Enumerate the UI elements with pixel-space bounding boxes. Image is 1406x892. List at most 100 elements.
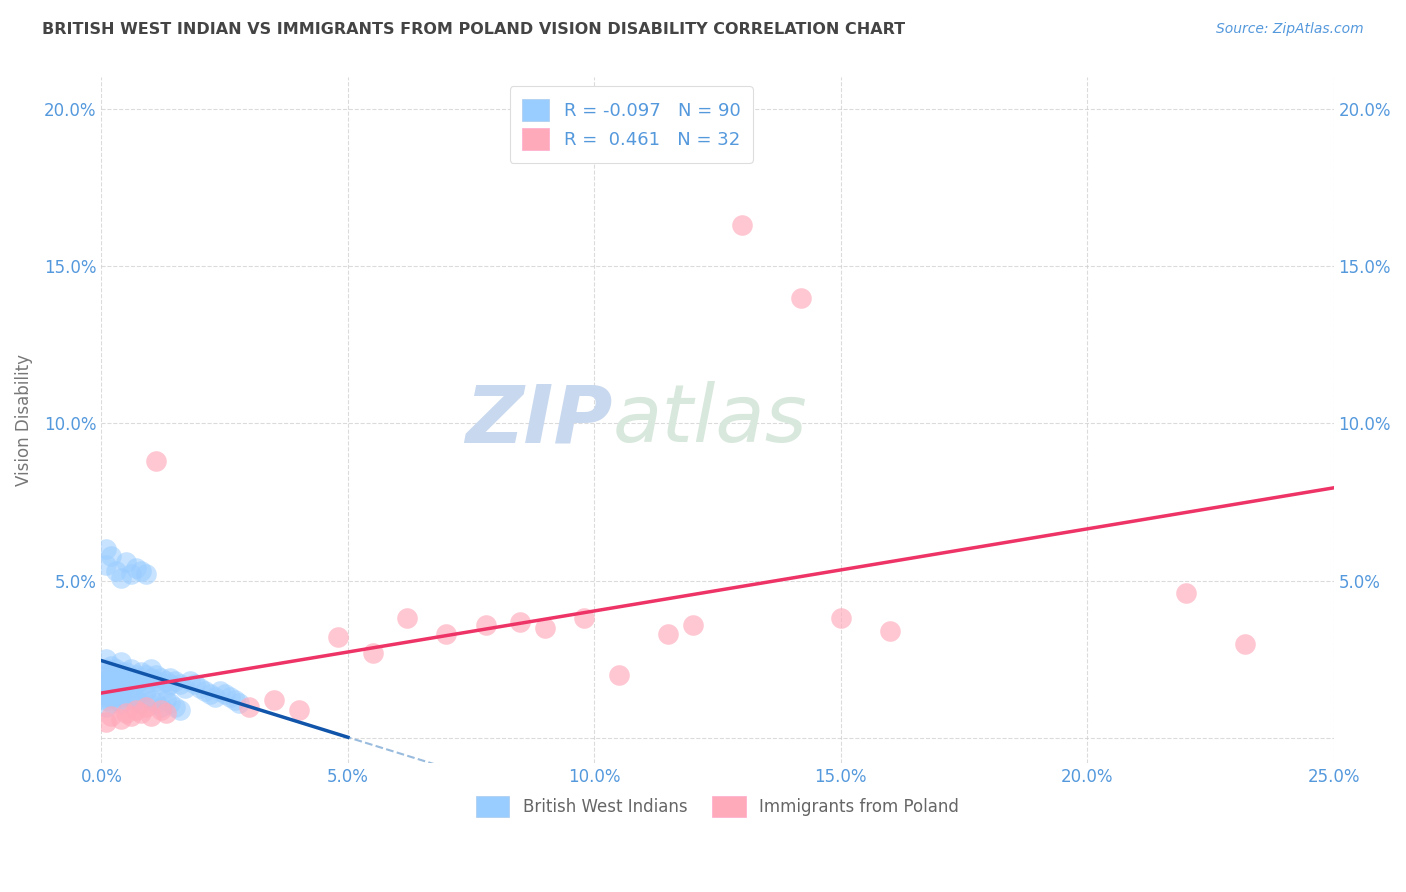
Point bbox=[135, 690, 157, 704]
Point bbox=[129, 674, 152, 689]
Point bbox=[139, 662, 162, 676]
Point bbox=[155, 706, 177, 720]
Point bbox=[326, 630, 349, 644]
Point bbox=[110, 697, 132, 711]
Point bbox=[574, 611, 596, 625]
Point bbox=[105, 564, 128, 578]
Point bbox=[139, 671, 162, 685]
Point bbox=[105, 693, 128, 707]
Point bbox=[682, 617, 704, 632]
Point bbox=[96, 558, 118, 572]
Point bbox=[155, 681, 177, 695]
Point bbox=[120, 690, 142, 704]
Point bbox=[96, 699, 118, 714]
Point bbox=[509, 615, 531, 629]
Point bbox=[105, 668, 128, 682]
Point bbox=[100, 671, 122, 685]
Point bbox=[129, 665, 152, 679]
Point bbox=[155, 674, 177, 689]
Point bbox=[115, 671, 138, 685]
Point bbox=[184, 677, 207, 691]
Point bbox=[135, 699, 157, 714]
Point bbox=[361, 646, 384, 660]
Point bbox=[174, 681, 197, 695]
Point bbox=[100, 658, 122, 673]
Point bbox=[534, 621, 557, 635]
Point bbox=[110, 681, 132, 695]
Point bbox=[120, 709, 142, 723]
Point bbox=[149, 699, 172, 714]
Point bbox=[125, 561, 148, 575]
Point bbox=[657, 627, 679, 641]
Text: BRITISH WEST INDIAN VS IMMIGRANTS FROM POLAND VISION DISABILITY CORRELATION CHAR: BRITISH WEST INDIAN VS IMMIGRANTS FROM P… bbox=[42, 22, 905, 37]
Point bbox=[96, 677, 118, 691]
Point bbox=[115, 706, 138, 720]
Point bbox=[194, 683, 217, 698]
Point bbox=[198, 687, 221, 701]
Y-axis label: Vision Disability: Vision Disability bbox=[15, 354, 32, 486]
Point bbox=[607, 668, 630, 682]
Point bbox=[105, 671, 128, 685]
Point bbox=[139, 709, 162, 723]
Point bbox=[100, 697, 122, 711]
Point bbox=[110, 690, 132, 704]
Point bbox=[149, 677, 172, 691]
Point bbox=[100, 690, 122, 704]
Point bbox=[830, 611, 852, 625]
Point bbox=[129, 706, 152, 720]
Point bbox=[139, 693, 162, 707]
Point bbox=[125, 677, 148, 691]
Point bbox=[105, 677, 128, 691]
Point bbox=[125, 668, 148, 682]
Point bbox=[110, 656, 132, 670]
Point bbox=[120, 662, 142, 676]
Point bbox=[135, 677, 157, 691]
Point bbox=[238, 699, 260, 714]
Point bbox=[287, 703, 309, 717]
Point bbox=[204, 690, 226, 704]
Point bbox=[96, 542, 118, 557]
Point bbox=[100, 549, 122, 563]
Point bbox=[396, 611, 419, 625]
Point bbox=[96, 652, 118, 666]
Point bbox=[1233, 637, 1256, 651]
Point bbox=[96, 683, 118, 698]
Point bbox=[115, 693, 138, 707]
Point bbox=[145, 454, 167, 468]
Point bbox=[129, 564, 152, 578]
Point bbox=[135, 668, 157, 682]
Point bbox=[125, 671, 148, 685]
Point bbox=[790, 291, 813, 305]
Point bbox=[115, 665, 138, 679]
Point bbox=[208, 683, 231, 698]
Text: Source: ZipAtlas.com: Source: ZipAtlas.com bbox=[1216, 22, 1364, 37]
Point bbox=[159, 697, 181, 711]
Point bbox=[96, 690, 118, 704]
Point bbox=[96, 693, 118, 707]
Point bbox=[179, 674, 201, 689]
Point bbox=[169, 677, 191, 691]
Point bbox=[110, 570, 132, 584]
Point bbox=[125, 703, 148, 717]
Point bbox=[263, 693, 285, 707]
Point bbox=[135, 683, 157, 698]
Point bbox=[96, 662, 118, 676]
Point bbox=[120, 674, 142, 689]
Point bbox=[100, 665, 122, 679]
Point bbox=[475, 617, 498, 632]
Point bbox=[165, 699, 187, 714]
Point bbox=[129, 697, 152, 711]
Point bbox=[100, 709, 122, 723]
Point bbox=[110, 712, 132, 726]
Legend: British West Indians, Immigrants from Poland: British West Indians, Immigrants from Po… bbox=[470, 789, 966, 823]
Point bbox=[879, 624, 901, 638]
Point bbox=[188, 681, 211, 695]
Point bbox=[100, 681, 122, 695]
Point bbox=[145, 697, 167, 711]
Point bbox=[96, 715, 118, 730]
Point bbox=[105, 662, 128, 676]
Point bbox=[436, 627, 458, 641]
Point bbox=[135, 567, 157, 582]
Point bbox=[145, 674, 167, 689]
Point bbox=[110, 674, 132, 689]
